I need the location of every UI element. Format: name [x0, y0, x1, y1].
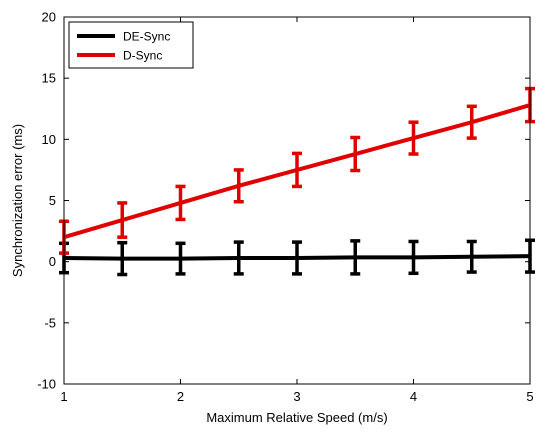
error-bar-d-sync [175, 184, 186, 222]
y-axis-label: Synchronization error (ms) [10, 124, 25, 277]
x-tick-label: 2 [177, 389, 184, 404]
y-tick-label: 15 [42, 71, 56, 86]
error-bar-d-sync [466, 104, 477, 140]
ticks-layer: 1 2 3 4 5 -10 -5 0 5 10 15 20 [37, 10, 533, 405]
error-bar-d-sync [408, 120, 419, 156]
legend-label-de-sync: DE-Sync [123, 30, 170, 44]
error-bar-de-sync [233, 240, 244, 276]
y-tick-label: 5 [49, 193, 56, 208]
x-axis-label: Maximum Relative Speed (m/s) [206, 410, 387, 425]
y-tick-label: 0 [49, 254, 56, 269]
legend-box [68, 21, 194, 69]
legend-label-d-sync: D-Sync [123, 49, 162, 63]
error-bar-de-sync [175, 241, 186, 276]
y-tick-label: -10 [37, 377, 56, 392]
x-tick-label: 5 [526, 389, 533, 404]
x-tick-label: 3 [293, 389, 300, 404]
plot-frame [63, 16, 531, 385]
error-bar-de-sync [408, 239, 419, 276]
x-tick-label: 1 [60, 389, 67, 404]
error-bar-de-sync [466, 239, 477, 274]
y-tick-label: 10 [42, 132, 56, 147]
error-bar-de-sync [117, 240, 128, 277]
error-bar-d-sync [117, 201, 128, 239]
error-bar-d-sync [350, 135, 361, 173]
error-bar-de-sync [350, 239, 361, 276]
error-bar-de-sync [292, 240, 302, 276]
y-tick-label: 20 [42, 10, 56, 25]
x-tick-label: 4 [410, 389, 417, 404]
error-bar-d-sync [292, 151, 302, 189]
y-tick-label: -5 [44, 315, 56, 330]
error-bar-d-sync [233, 168, 244, 204]
legend: DE-Sync D-Sync [68, 21, 194, 69]
series-layer [59, 86, 535, 277]
